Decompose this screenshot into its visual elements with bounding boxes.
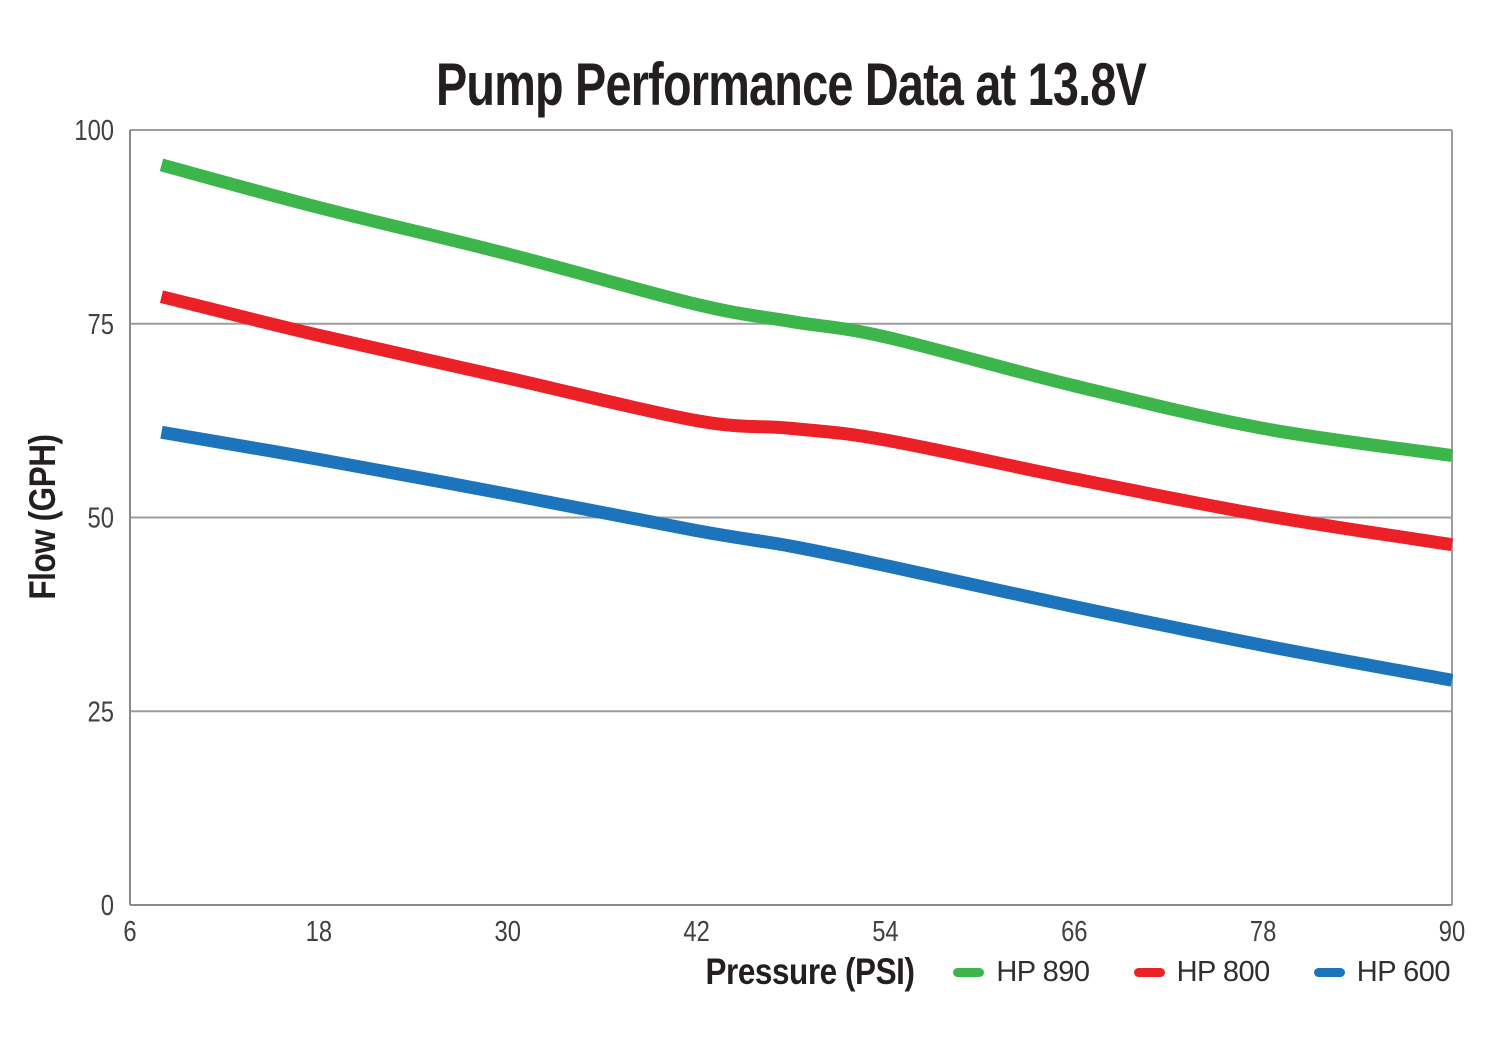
legend-label-hp-800: HP 800 [1176,956,1271,988]
x-tick-label: 54 [872,915,898,948]
y-tick-label: 0 [101,889,114,922]
y-tick-label: 50 [88,501,114,534]
series-line-hp-800 [159,290,1454,552]
legend-item-hp-600: HP 600 [1313,956,1451,989]
x-axis-label: Pressure (PSI) [705,951,915,992]
series-line-hp-600 [160,425,1454,687]
series-line-hp-890 [159,158,1453,462]
chart-title: Pump Performance Data at 13.8V [435,51,1147,118]
y-tick-label: 100 [74,114,114,147]
x-tick-label: 90 [1439,915,1465,948]
legend-label-hp-890: HP 890 [996,956,1090,988]
x-tick-label: 42 [683,915,709,948]
legend-item-hp-890: HP 890 [953,956,1090,989]
legend-label-hp-600: HP 600 [1356,956,1451,988]
legend: HP 890 HP 800 HP 600 [953,956,1451,989]
x-tick-label: 6 [123,915,136,948]
legend-swatch-hp-800 [1133,968,1165,977]
legend-swatch-hp-890 [953,968,985,977]
legend-item-hp-800: HP 800 [1133,956,1271,989]
x-tick-label: 78 [1250,915,1276,948]
x-tick-label: 30 [494,915,520,948]
y-tick-label: 25 [88,695,114,728]
y-tick-label: 75 [88,308,114,341]
x-tick-label: 66 [1061,915,1087,948]
x-tick-label: 18 [306,915,332,948]
legend-swatch-hp-600 [1313,968,1345,977]
